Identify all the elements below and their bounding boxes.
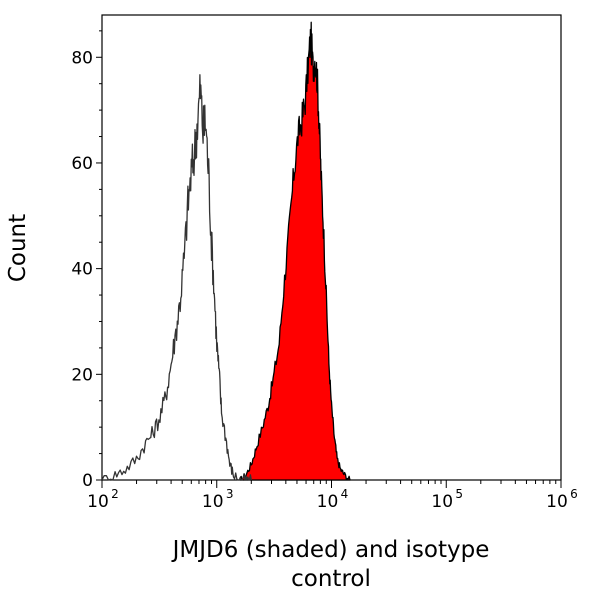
x-tick-label: 10 xyxy=(202,492,224,512)
x-tick-label: 10 xyxy=(431,492,453,512)
y-axis-title: Count xyxy=(5,214,31,282)
x-tick-exponent: 5 xyxy=(455,487,463,501)
x-tick-exponent: 6 xyxy=(570,487,578,501)
y-tick-label: 20 xyxy=(71,365,93,385)
x-axis-title-line-2: control xyxy=(291,566,371,592)
x-tick-label: 10 xyxy=(317,492,339,512)
x-tick-exponent: 2 xyxy=(111,487,119,501)
y-tick-label: 40 xyxy=(71,260,93,280)
series-layer xyxy=(101,21,351,481)
y-tick-label: 60 xyxy=(71,154,93,174)
x-tick-label: 10 xyxy=(87,492,109,512)
y-axis: 0 20 40 60 80 xyxy=(71,30,102,491)
x-axis-title-line-1: JMJD6 (shaded) and isotype xyxy=(171,537,490,563)
y-tick-label: 0 xyxy=(82,471,93,491)
y-tick-label: 80 xyxy=(71,48,93,68)
series-isotype-outline xyxy=(101,74,252,481)
x-tick-exponent: 3 xyxy=(226,487,234,501)
x-axis: 10 2 10 3 10 4 10 5 10 6 xyxy=(87,480,578,512)
plot-area xyxy=(101,14,562,481)
series-jmjd6-filled xyxy=(239,21,351,481)
x-tick-label: 10 xyxy=(546,492,568,512)
x-tick-exponent: 4 xyxy=(341,487,349,501)
